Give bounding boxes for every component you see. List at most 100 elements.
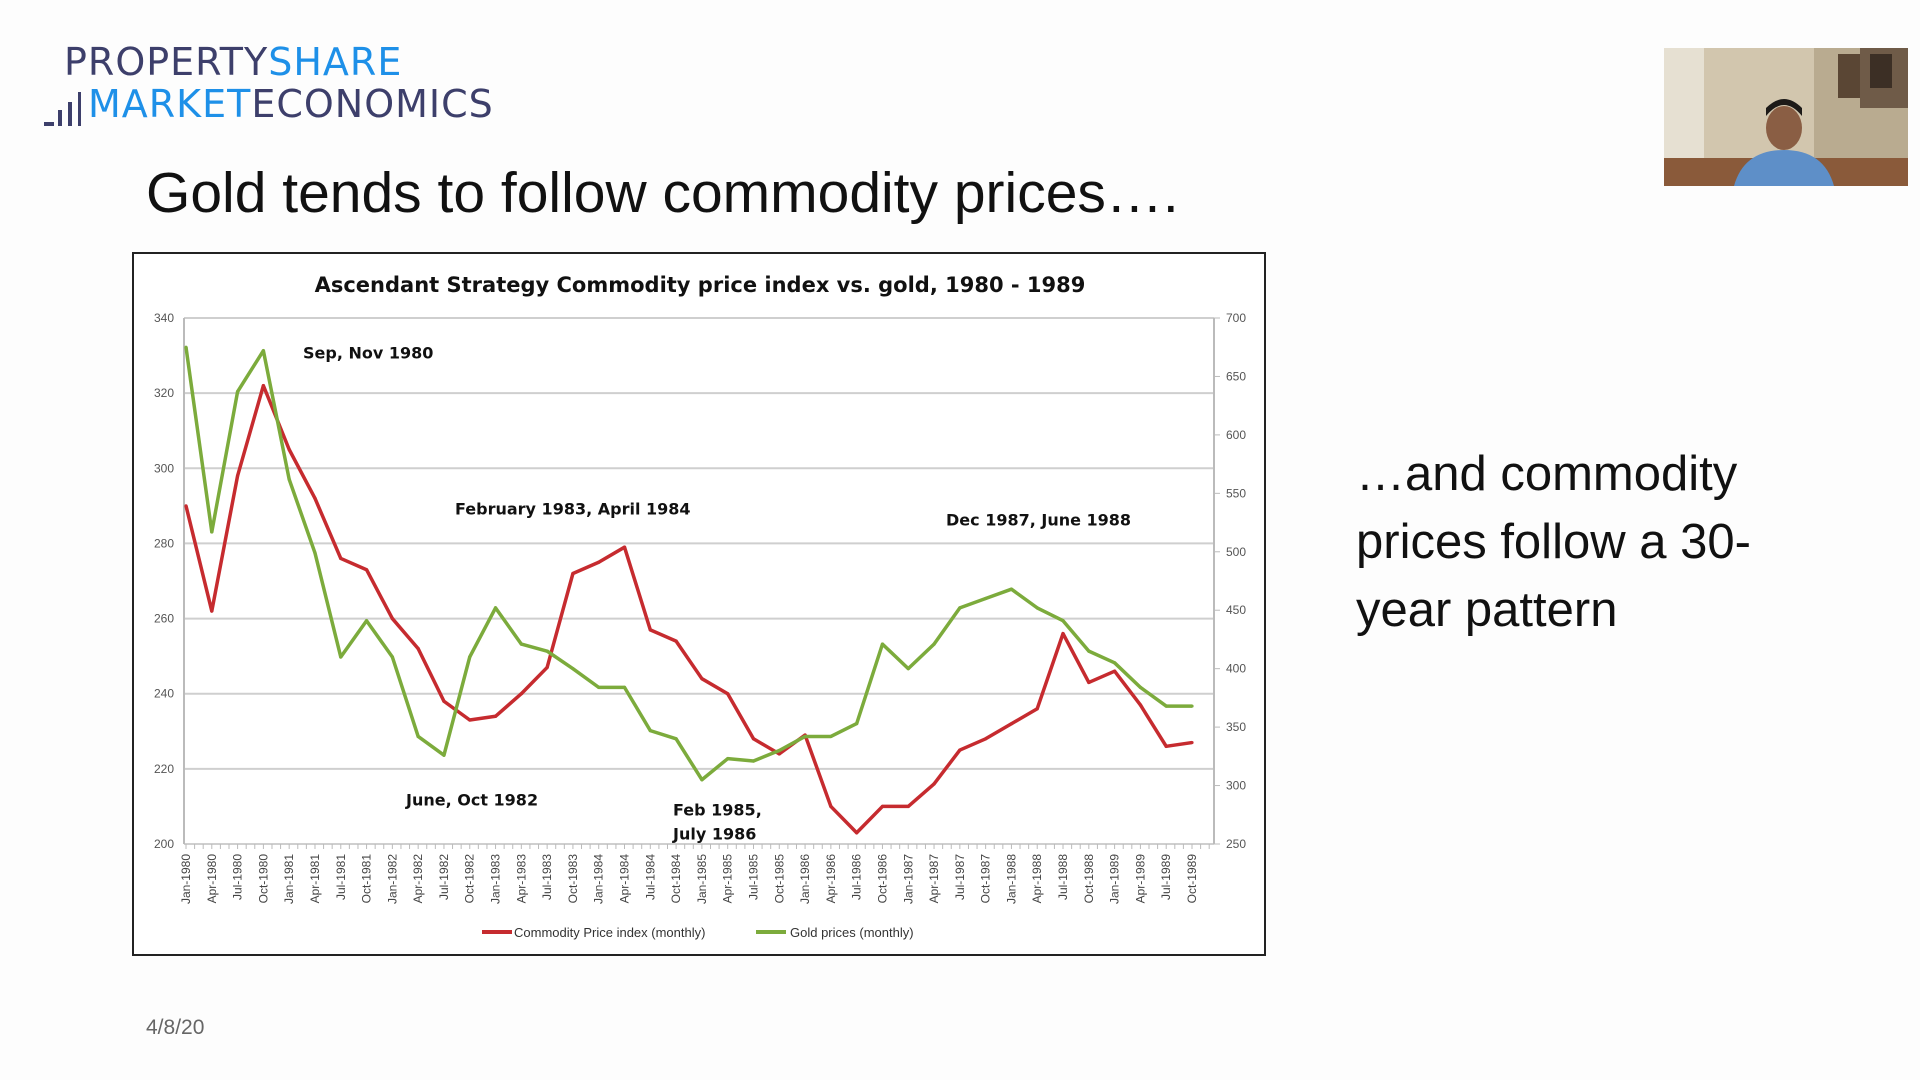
data-point <box>571 667 575 671</box>
y-left-tick-label: 240 <box>154 687 174 701</box>
y-right-tick-label: 400 <box>1226 662 1246 676</box>
data-point <box>571 571 575 576</box>
y-right-tick-label: 450 <box>1226 603 1246 617</box>
logo-text: PROPERTY <box>64 40 269 84</box>
y-right-tick-label: 350 <box>1226 720 1246 734</box>
data-point <box>700 677 704 681</box>
data-point <box>493 714 498 718</box>
data-point <box>1061 632 1065 636</box>
annotation: Sep, Nov 1980 <box>303 344 433 363</box>
y-right-tick-label: 600 <box>1226 428 1246 442</box>
x-tick-label: Jan-1988 <box>1004 854 1018 904</box>
data-point <box>906 804 910 809</box>
data-point <box>932 642 936 646</box>
data-point <box>880 804 885 809</box>
logo-text: MARKET <box>88 82 252 126</box>
data-point <box>1087 649 1091 653</box>
x-tick-label: Jan-1985 <box>695 854 709 904</box>
data-point <box>751 737 756 741</box>
data-point <box>210 609 214 613</box>
data-point <box>287 477 291 481</box>
data-point <box>390 616 394 621</box>
data-point <box>777 748 781 753</box>
y-left-tick-label: 220 <box>154 762 174 776</box>
data-point <box>313 496 317 500</box>
x-tick-label: Jul-1981 <box>334 854 348 900</box>
y-left-tick-label: 340 <box>154 311 174 325</box>
y-right-tick-label: 250 <box>1226 837 1246 851</box>
presenter-video-icon <box>1664 48 1908 186</box>
data-point <box>1138 703 1143 707</box>
y-left-tick-label: 320 <box>154 386 174 400</box>
data-point <box>1035 707 1039 711</box>
data-point <box>855 831 859 835</box>
data-point <box>468 718 472 722</box>
data-point <box>700 778 704 782</box>
data-point <box>1138 685 1143 689</box>
data-point <box>829 734 833 739</box>
x-tick-label: Apr-1983 <box>514 854 528 904</box>
data-point <box>184 345 188 349</box>
y-left-tick-label: 300 <box>154 461 174 475</box>
data-point <box>1164 744 1168 748</box>
x-tick-label: Jan-1980 <box>179 854 193 904</box>
legend-label: Commodity Price index (monthly) <box>514 925 705 940</box>
data-point <box>442 699 446 703</box>
data-point <box>210 530 214 534</box>
x-tick-label: Oct-1984 <box>669 854 683 904</box>
x-tick-label: Apr-1989 <box>1133 854 1147 904</box>
data-point <box>442 753 446 757</box>
webcam-video[interactable] <box>1664 48 1908 186</box>
data-point <box>416 647 420 651</box>
data-point <box>364 568 369 572</box>
data-point <box>1009 722 1014 726</box>
logo-text: ECONOMICS <box>251 82 494 126</box>
data-point <box>1009 587 1014 591</box>
x-tick-label: Oct-1986 <box>875 854 889 904</box>
data-point <box>1087 680 1091 685</box>
data-point <box>958 606 962 610</box>
data-point <box>339 655 343 659</box>
x-tick-label: Jul-1986 <box>850 854 864 900</box>
data-point <box>287 447 291 452</box>
data-point <box>958 748 962 752</box>
x-tick-label: Oct-1981 <box>360 854 374 904</box>
x-tick-label: Jul-1983 <box>540 854 554 900</box>
x-tick-label: Jul-1988 <box>1056 854 1070 900</box>
x-tick-label: Oct-1988 <box>1082 854 1096 904</box>
data-point <box>648 628 652 632</box>
data-point <box>777 752 781 756</box>
annotation: Feb 1985, <box>673 801 762 820</box>
data-point <box>493 606 498 610</box>
side-text: …and commodity prices follow a 30-year p… <box>1356 447 1751 637</box>
series-line-commodity <box>184 383 1193 835</box>
data-point <box>674 639 678 643</box>
data-point <box>674 737 678 741</box>
data-point <box>339 556 343 561</box>
data-point <box>390 655 394 659</box>
data-point <box>184 504 188 508</box>
data-point <box>622 685 627 689</box>
x-tick-label: Apr-1986 <box>824 854 838 904</box>
data-point <box>235 390 240 394</box>
data-point <box>1113 669 1117 673</box>
x-tick-label: Oct-1983 <box>566 854 580 904</box>
data-point <box>648 729 652 733</box>
x-tick-label: Jan-1989 <box>1108 854 1122 904</box>
y-left-tick-label: 260 <box>154 612 174 626</box>
x-tick-label: Oct-1989 <box>1185 854 1199 904</box>
x-tick-label: Jan-1982 <box>385 854 399 904</box>
data-point <box>1164 704 1168 708</box>
x-tick-label: Apr-1987 <box>927 854 941 904</box>
x-tick-label: Apr-1988 <box>1030 854 1044 904</box>
data-point <box>1190 740 1194 745</box>
x-tick-label: Oct-1982 <box>463 854 477 904</box>
x-tick-label: Apr-1984 <box>618 854 632 904</box>
data-point <box>1113 661 1117 665</box>
data-point <box>906 667 910 671</box>
data-point <box>313 551 317 555</box>
x-tick-label: Jan-1981 <box>282 854 296 904</box>
x-tick-label: Oct-1985 <box>772 854 786 904</box>
x-tick-label: Jan-1984 <box>592 854 606 904</box>
annotation: June, Oct 1982 <box>405 791 538 810</box>
